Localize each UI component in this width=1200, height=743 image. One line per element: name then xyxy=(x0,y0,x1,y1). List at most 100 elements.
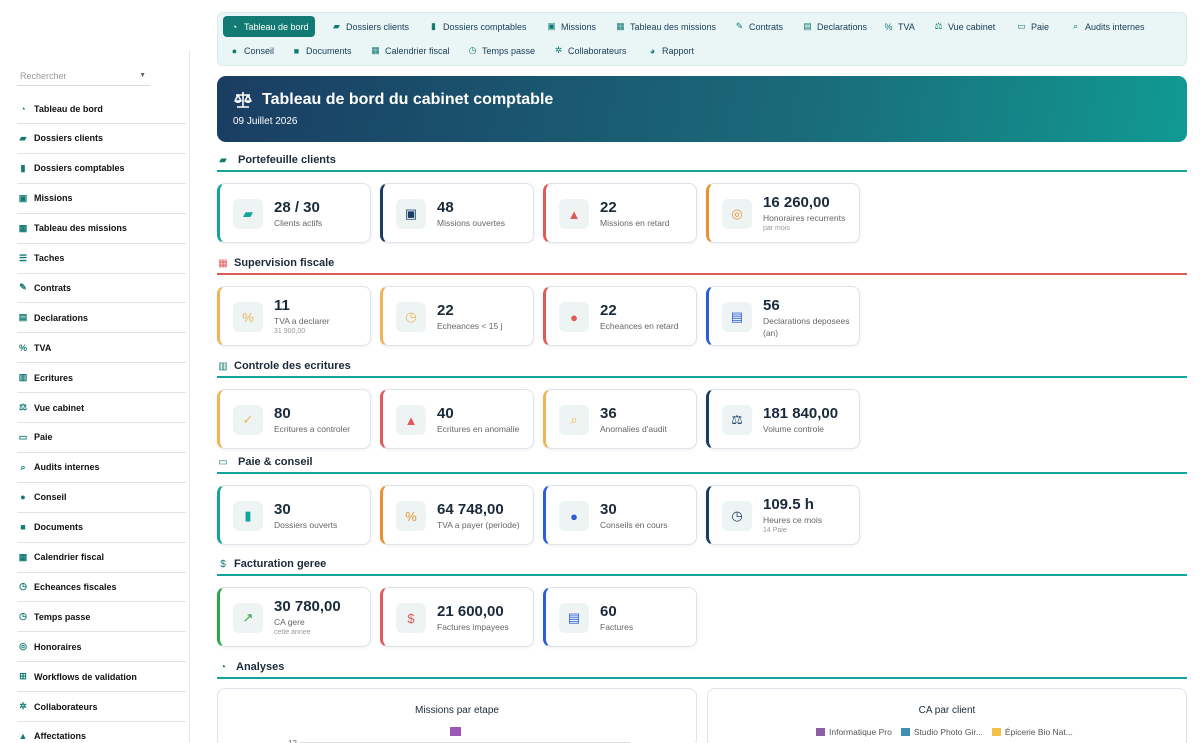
legend-item: Épicerie Bio Nat... xyxy=(991,727,1073,737)
kpi-card-volume-controle: ⚖ 181 840,00 Volume controle xyxy=(706,389,860,449)
tab-temps-passe[interactable]: ◷ Temps passe xyxy=(461,40,541,61)
tab-declarations[interactable]: ▤ Declarations xyxy=(796,16,873,37)
users-icon: ✲ xyxy=(554,45,563,55)
clock-icon-glyph: ◷ xyxy=(405,309,417,324)
sidebar-item-declarations[interactable]: ▤ Declarations xyxy=(17,303,186,334)
kpi-value: 30 xyxy=(274,501,291,518)
clock-icon: ◷ xyxy=(19,581,27,592)
percent-icon: % xyxy=(18,342,27,353)
kpi-value: 11 xyxy=(274,297,290,314)
file-invoice-icon: ▤ xyxy=(559,603,589,633)
percent-icon: % xyxy=(233,302,263,332)
sidebar-item-audits-internes[interactable]: ⌕ Audits internes xyxy=(17,453,186,483)
sitemap-icon: ⊞ xyxy=(19,671,27,682)
tab-calendrier-fiscal[interactable]: ▦ Calendrier fiscal xyxy=(364,40,456,61)
section-title: Controle des ecritures xyxy=(234,360,351,372)
sidebar-item-calendrier-fiscal[interactable]: ▦ Calendrier fiscal xyxy=(17,543,186,573)
coins-icon: ◎ xyxy=(722,199,752,229)
kpi-label-line2: (an) xyxy=(763,328,779,338)
percent-icon-glyph: % xyxy=(405,508,417,524)
sidebar-item-missions[interactable]: ▣ Missions xyxy=(17,184,186,214)
scale-icon: ⚖ xyxy=(722,405,752,435)
sidebar-item-label: Declarations xyxy=(34,312,89,323)
trend-up-icon-glyph: ↗ xyxy=(242,610,254,625)
sidebar-item-dossiers-comptables[interactable]: ▮ Dossiers comptables xyxy=(17,154,186,184)
sidebar-item-tableau-de-bord[interactable]: ◔ Tableau de bord xyxy=(17,94,186,124)
sidebar-item-label: Documents xyxy=(34,522,84,533)
sidebar-item-tva[interactable]: % TVA xyxy=(17,333,186,364)
tab-paie[interactable]: ▭ Paie xyxy=(1010,16,1055,37)
sidebar-item-label: Dossiers clients xyxy=(34,133,104,144)
tab-contrats[interactable]: ✎ Contrats xyxy=(728,16,789,37)
tab-label: Declarations xyxy=(817,21,868,32)
tab-conseil[interactable]: ● Conseil xyxy=(223,40,280,61)
folder-icon: ■ xyxy=(293,45,300,56)
sidebar-item-conseil[interactable]: ● Conseil xyxy=(17,483,186,513)
coins-icon: ◎ xyxy=(19,641,27,652)
percent-icon-glyph: % xyxy=(242,309,254,325)
legend-item: Informatique Pro xyxy=(816,727,892,737)
tab-audits-internes[interactable]: ⌕ Audits internes xyxy=(1064,16,1151,37)
sidebar-item-affectations[interactable]: ▲ Affectations xyxy=(17,722,186,743)
contract-icon: ✎ xyxy=(19,282,27,293)
kpi-card-ca-gere: ↗ 30 780,00 CA gere cette annee xyxy=(217,587,371,647)
kpi-card-ecritures-a-controler: ✓ 80 Ecritures a controler xyxy=(217,389,371,449)
tab-documents[interactable]: ■ Documents xyxy=(285,40,358,61)
sidebar-item-echeances-fiscales[interactable]: ◷ Echeances fiscales xyxy=(17,572,186,603)
sidebar-item-ecritures[interactable]: ▥ Ecritures xyxy=(17,363,186,394)
tab-dossiers-clients[interactable]: ▰ Dossiers clients xyxy=(325,16,415,37)
kpi-card-echeances-15-j: ◷ 22 Echeances < 15 j xyxy=(380,286,534,346)
sidebar-item-taches[interactable]: ☰ Taches xyxy=(17,244,186,274)
sidebar-item-contrats[interactable]: ✎ Contrats xyxy=(17,273,186,304)
sidebar-item-temps-passe[interactable]: ◷ Temps passe xyxy=(17,602,186,633)
calendar-icon: ▦ xyxy=(218,257,228,269)
legend-swatch xyxy=(991,728,1001,736)
lightbulb-icon: ● xyxy=(559,501,589,531)
stopwatch-icon: ◷ xyxy=(468,45,477,55)
tab-tableau-des-missions[interactable]: ▦ Tableau des missions xyxy=(609,16,722,37)
kpi-label: Factures xyxy=(600,622,634,632)
percent-icon: % xyxy=(884,21,893,32)
tab-tva[interactable]: % TVA xyxy=(877,16,921,37)
section-title: Supervision fiscale xyxy=(234,257,335,269)
magnifier-icon: ⌕ xyxy=(20,461,26,472)
tab-rapport[interactable]: ◕ Rapport xyxy=(641,40,700,61)
sidebar-item-tableau-des-missions[interactable]: ▦ Tableau des missions xyxy=(17,214,186,244)
legend-label: Informatique Pro xyxy=(829,727,892,737)
scale-icon: ⚖ xyxy=(18,402,28,412)
chart-pie-icon: ◔ xyxy=(219,661,227,673)
tab-label: Temps passe xyxy=(482,45,536,56)
sidebar-item-honoraires[interactable]: ◎ Honoraires xyxy=(17,632,186,663)
kpi-label: Echeances < 15 j xyxy=(437,321,503,331)
sidebar-item-collaborateurs[interactable]: ✲ Collaborateurs xyxy=(17,692,186,722)
sidebar-item-paie[interactable]: ▭ Paie xyxy=(17,423,186,453)
file-invoice-icon-glyph: ▤ xyxy=(567,610,581,625)
tab-tableau-de-bord[interactable]: ◔ Tableau de bord xyxy=(223,16,315,37)
briefcase-icon: ▣ xyxy=(18,192,28,203)
sidebar-item-dossiers-clients[interactable]: ▰ Dossiers clients xyxy=(17,124,186,154)
tab-missions[interactable]: ▣ Missions xyxy=(540,16,602,37)
sidebar-item-label: Conseil xyxy=(34,492,67,503)
section-header-facturation-geree: $ Facturation geree xyxy=(217,556,1187,576)
sidebar-item-documents[interactable]: ■ Documents xyxy=(17,513,186,543)
kpi-card-dossiers-ouverts: ▮ 30 Dossiers ouverts xyxy=(217,485,371,545)
kpi-label: Dossiers ouverts xyxy=(274,520,338,530)
sidebar-item-vue-cabinet[interactable]: ⚖ Vue cabinet xyxy=(17,393,186,423)
sidebar-item-label: Honoraires xyxy=(34,641,82,652)
sidebar-item-label: Paie xyxy=(34,432,53,443)
sidebar-search-select[interactable]: Rechercher ▼ xyxy=(17,66,150,86)
briefcase-icon: ▣ xyxy=(547,21,556,31)
tab-dossiers-comptables[interactable]: ▮ Dossiers comptables xyxy=(422,16,533,37)
folder-open-icon: ▰ xyxy=(333,21,340,31)
coins-icon-glyph: ◎ xyxy=(731,206,743,221)
sidebar-item-workflows-de-validation[interactable]: ⊞ Workflows de validation xyxy=(17,662,186,693)
legend-item: Studio Photo Gir... xyxy=(900,727,983,737)
section-title: Analyses xyxy=(236,661,285,673)
scale-icon xyxy=(234,92,252,108)
tab-collaborateurs[interactable]: ✲ Collaborateurs xyxy=(547,40,633,61)
tab-label: Missions xyxy=(561,21,597,32)
sidebar-item-label: Audits internes xyxy=(34,462,100,473)
tab-vue-cabinet[interactable]: ⚖ Vue cabinet xyxy=(927,16,1001,37)
kpi-label: Echeances en retard xyxy=(600,321,679,331)
